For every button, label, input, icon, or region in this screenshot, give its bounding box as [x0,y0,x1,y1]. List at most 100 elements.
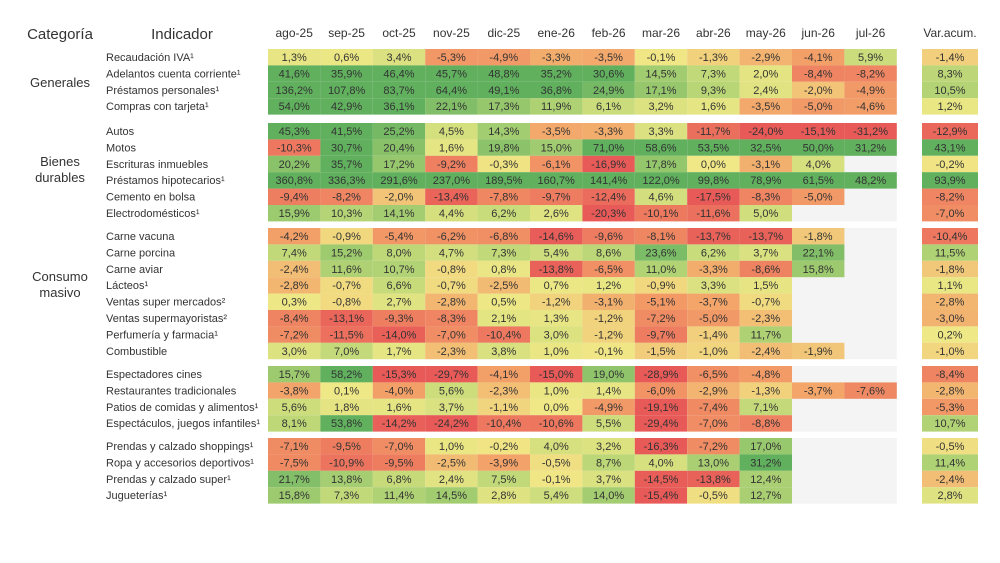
heat-cell-value: 46,4% [383,68,414,80]
heat-cell-value: -29,7% [434,369,469,381]
accum-cell [922,244,978,261]
accum-cell-value: -1,0% [936,346,965,358]
heat-cell-value: 20,4% [383,142,414,154]
heat-cell [268,310,321,327]
heat-cell [634,415,688,432]
heat-cell-value: -3,9% [489,457,518,469]
heat-cell [477,366,530,383]
row-label: Ventas supermayoristas² [106,313,227,325]
heat-cell-value: -4,9% [856,85,885,97]
category-label: Generales [30,75,90,90]
heat-cell [425,155,478,173]
heat-cell [268,65,321,82]
accum-cell-value: 10,5% [934,85,965,97]
heat-cell-value: -10,1% [644,208,679,220]
heat-cell-value: -2,9% [699,385,728,397]
heat-cell [582,366,635,383]
heat-cell-value: 14,5% [645,68,676,80]
heat-cell [634,155,688,173]
heat-cell-value: -4,2% [280,231,309,243]
heat-cell-value: 6,6% [386,280,411,292]
accum-cell [922,438,978,455]
accum-cell [922,310,978,327]
heat-cell [320,65,373,82]
heat-cell [425,415,478,432]
heat-cell-value: 8,7% [596,457,621,469]
heat-cell [634,188,688,205]
heat-cell [582,98,635,115]
heat-cell [320,155,373,173]
heat-cell-value: -11,7% [696,126,730,138]
heat-cell-value: -14,0% [382,329,417,341]
heat-cell-value: -5,0% [804,101,833,113]
heat-cell [687,172,740,189]
heat-cell-value: 30,7% [331,142,362,154]
heat-cell-value: -8,2% [856,68,885,80]
month-header: ago-25 [276,26,314,40]
heat-cell [687,98,740,115]
accum-cell [922,454,978,471]
heat-cell [372,438,426,455]
heat-cell-value: 58,6% [645,142,676,154]
heat-cell-value: -0,5% [699,490,728,502]
heat-cell-value: 24,9% [593,85,624,97]
heat-cell-value: 17,0% [750,441,781,453]
heat-cell-value: 3,8% [491,346,516,358]
heat-cell [425,382,478,399]
heat-cell [739,65,792,82]
heat-cell-value: -2,5% [437,457,466,469]
heat-cell [530,49,583,66]
heat-cell-value: -7,5% [280,457,309,469]
heat-cell-value: -4,1% [804,52,833,64]
heat-cell [320,326,373,343]
heat-cell-value: 0,1% [334,385,359,397]
heat-cell-value: 3,2% [596,441,621,453]
heat-cell [582,382,635,399]
heat-cell-value: 2,8% [491,490,516,502]
heat-cell [687,228,740,245]
heat-cell-value: 7,3% [701,68,726,80]
heat-cell-value: -4,9% [594,402,623,414]
heat-cell-value: 7,3% [491,247,516,259]
heat-cell-value: -0,8% [437,264,466,276]
heat-cell-value: 8,6% [596,247,621,259]
heat-cell-value: 0,6% [334,52,359,64]
heat-cell [425,398,478,416]
heat-cell-value: 1,0% [544,346,569,358]
heat-cell [425,244,478,261]
heat-cell-value: -9,7% [542,192,571,204]
heat-cell [739,260,792,278]
accum-cell [922,366,978,383]
heat-cell-value: -8,4% [280,313,309,325]
heat-cell-value: 36,8% [541,85,572,97]
heatmap-cells: 1,3% 0,6% 3,4% -5,3% -4,9% -3,3% -3,5% -0,1% -1,… [268,49,978,504]
heat-cell [687,293,740,310]
heat-cell-value: -3,7% [699,297,728,309]
accum-cell-value: -12,9% [933,126,968,138]
heat-cell-value: 0,7% [544,280,569,292]
heat-cell [687,487,740,504]
heat-cell [372,342,426,360]
heat-cell-value: 35,9% [331,68,362,80]
heat-cell-value: -1,2% [594,313,623,325]
accum-cell-value: -8,2% [936,192,965,204]
heat-cell-value: 2,7% [386,297,411,309]
heat-cell-value: -3,7% [804,385,833,397]
heat-cell-value: -14,6% [539,231,574,243]
heat-cell [792,244,845,261]
heat-cell-value: -6,5% [699,369,728,381]
heat-cell [268,228,321,245]
heat-cell-value: 6,8% [386,474,411,486]
heat-cell [582,470,635,488]
heat-cell [634,260,688,278]
heat-cell [477,244,530,261]
heat-cell [739,205,792,222]
heat-cell [477,65,530,82]
accum-cell [922,293,978,310]
heat-cell-value: -6,5% [594,264,623,276]
heat-cell-value: 64,4% [436,85,467,97]
heat-cell-value: -10,9% [329,457,364,469]
month-header: may-26 [746,26,786,40]
heat-cell-value: -1,1% [489,402,518,414]
heat-cell [268,398,321,416]
